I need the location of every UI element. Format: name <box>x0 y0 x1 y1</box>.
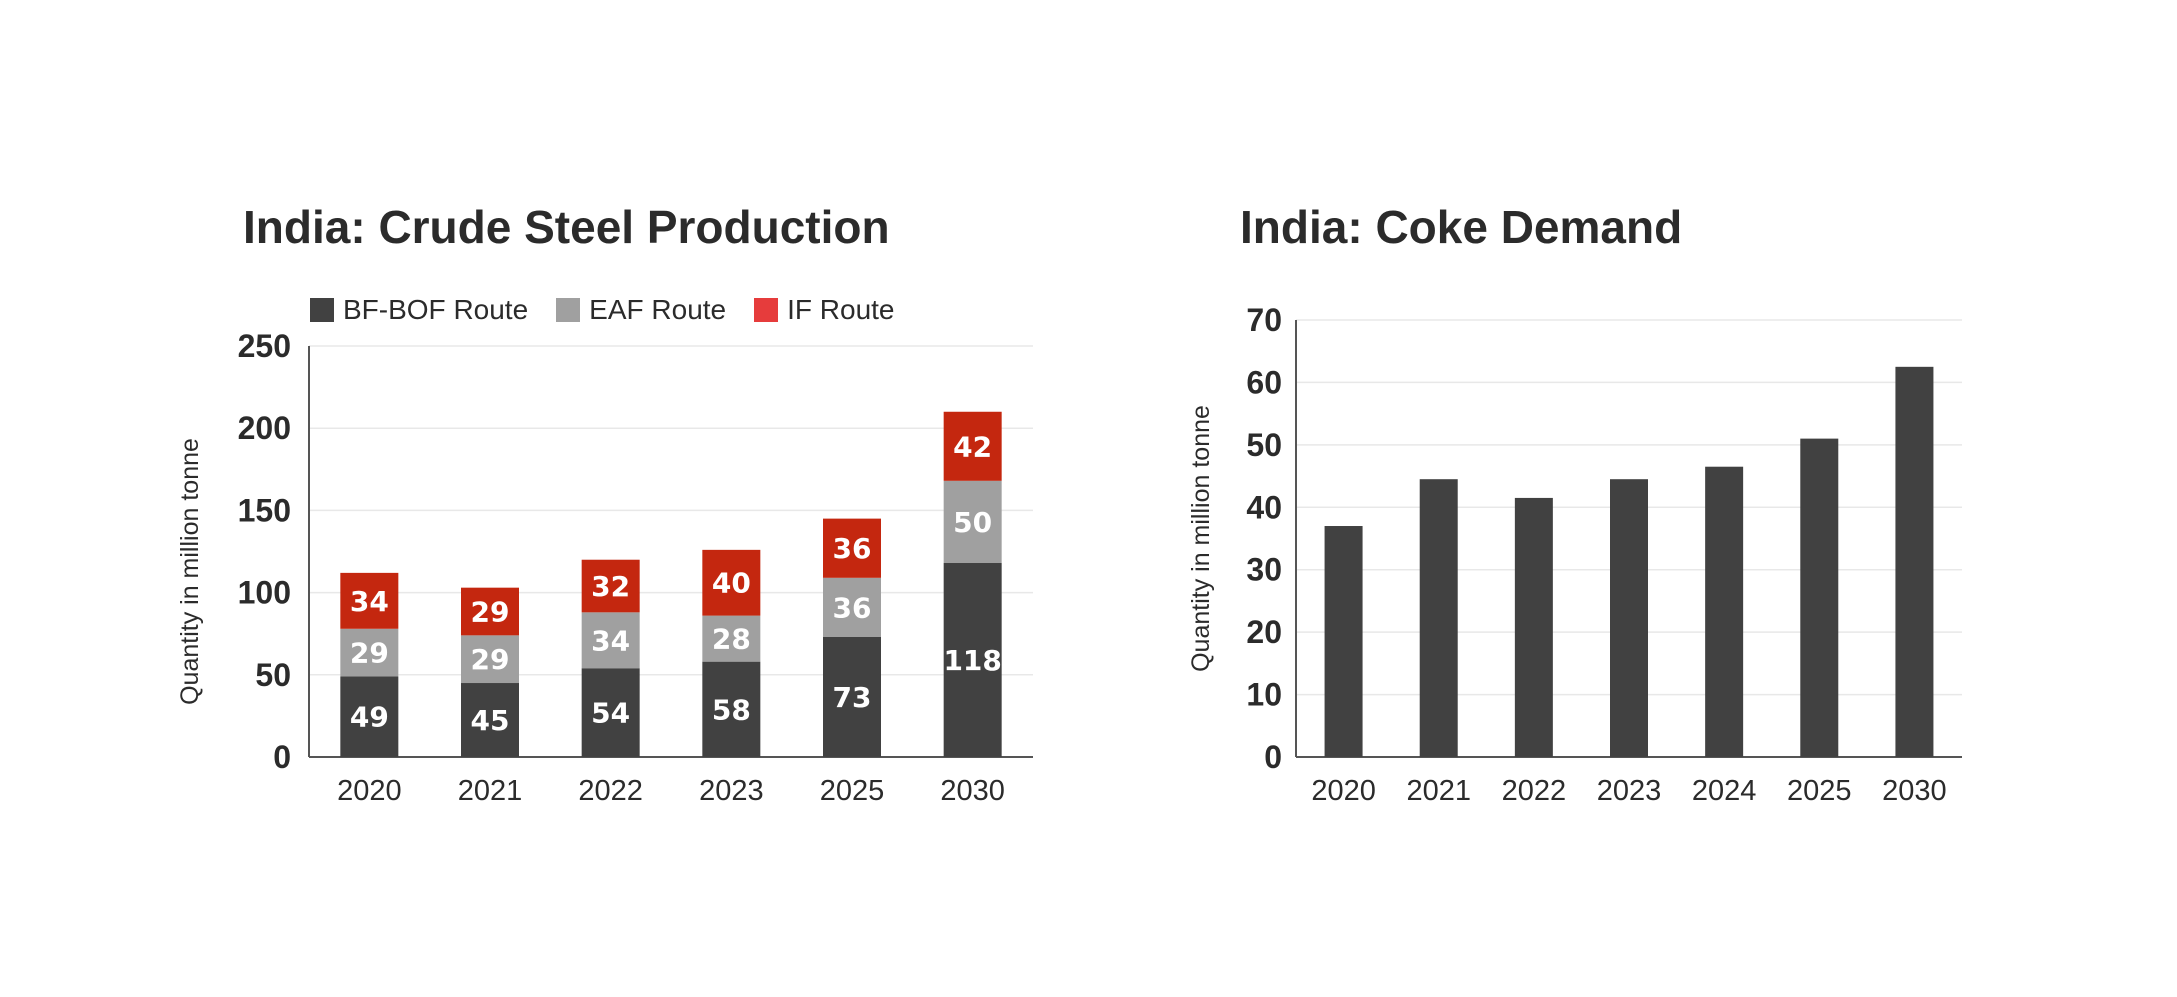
bar-eaf <box>581 612 640 669</box>
bar-coke-demand <box>1800 438 1839 757</box>
data-label: 29 <box>350 637 389 670</box>
legend-label-if: IF Route <box>787 294 895 325</box>
bar-coke-demand <box>1324 526 1363 757</box>
data-label: 29 <box>471 643 510 676</box>
data-label: 45 <box>471 704 510 737</box>
bar-if <box>340 572 399 629</box>
y-tick-label: 30 <box>1246 552 1282 588</box>
bar-bf-bof <box>702 661 761 757</box>
bar-coke-demand <box>1610 479 1648 757</box>
x-tick-label: 2020 <box>337 775 402 807</box>
data-label: 50 <box>953 506 992 539</box>
legend-label-bf-bof: BF-BOF Route <box>343 294 529 325</box>
bar-bf-bof <box>461 683 519 757</box>
bar-eaf <box>702 615 761 662</box>
x-tick-label: 2020 <box>1311 775 1376 807</box>
y-tick-label: 200 <box>238 410 291 446</box>
y-tick-label: 0 <box>273 739 291 775</box>
bar-if <box>581 559 640 613</box>
y-tick-label: 20 <box>1246 614 1282 650</box>
x-tick-label: 2030 <box>1882 775 1947 807</box>
bar-eaf <box>461 635 519 684</box>
data-label: 118 <box>943 644 1001 677</box>
legend-item-bf-bof: BF-BOF Route <box>310 294 528 326</box>
y-tick-label: 10 <box>1246 677 1282 713</box>
bar-if <box>823 518 881 578</box>
data-label: 29 <box>471 596 510 629</box>
x-tick-label: 2025 <box>820 775 885 807</box>
steel-chart-title: India: Crude Steel Production <box>243 201 890 253</box>
legend-item-if: IF Route <box>754 294 895 326</box>
y-tick-label: 0 <box>1264 739 1282 775</box>
data-label: 42 <box>953 430 992 463</box>
y-tick-label: 60 <box>1246 364 1282 400</box>
bar-coke-demand <box>1705 466 1744 757</box>
bar-if <box>943 411 1002 481</box>
x-tick-label: 2025 <box>1787 775 1852 807</box>
legend-swatch-eaf <box>556 298 581 322</box>
bar-if <box>461 587 519 636</box>
bar-coke-demand <box>1514 497 1553 757</box>
x-tick-label: 2022 <box>578 775 643 807</box>
data-label: 36 <box>833 591 872 624</box>
legend-item-eaf: EAF Route <box>556 294 726 326</box>
y-tick-label: 50 <box>255 657 291 693</box>
data-label: 58 <box>712 693 751 726</box>
x-tick-label: 2023 <box>699 775 764 807</box>
steel-chart-legend: BF-BOF Route EAF Route IF Route <box>310 294 923 326</box>
data-label: 34 <box>591 624 630 657</box>
y-tick-label: 250 <box>238 328 291 364</box>
bar-bf-bof <box>340 676 399 757</box>
steel-production-chart: 0 50 100 150 200 250 Quantity in million tonne… <box>176 328 1033 807</box>
legend-swatch-if <box>754 298 779 322</box>
bar-if <box>702 549 761 616</box>
y-axis-title: Quantity in million tonne <box>176 438 204 705</box>
bar-eaf <box>943 480 1002 564</box>
y-tick-label: 50 <box>1246 427 1282 463</box>
data-label: 32 <box>591 570 630 603</box>
legend-label-eaf: EAF Route <box>589 294 727 325</box>
x-tick-label: 2022 <box>1502 775 1567 807</box>
coke-chart-title: India: Coke Demand <box>1240 201 1683 253</box>
y-tick-label: 70 <box>1246 302 1282 338</box>
data-label: 73 <box>833 681 872 714</box>
data-label: 40 <box>712 567 751 600</box>
bar-eaf <box>340 628 399 677</box>
x-tick-label: 2023 <box>1597 775 1662 807</box>
data-label: 54 <box>591 697 630 730</box>
y-tick-label: 150 <box>238 492 291 528</box>
y-tick-label: 40 <box>1246 489 1282 525</box>
bar-bf-bof <box>943 563 1002 757</box>
x-tick-label: 2021 <box>1406 775 1471 807</box>
y-axis-title: Quantity in million tonne <box>1187 405 1215 672</box>
x-tick-label: 2024 <box>1692 775 1757 807</box>
x-tick-label: 2021 <box>458 775 523 807</box>
data-label: 49 <box>350 701 389 734</box>
bar-bf-bof <box>581 668 640 757</box>
x-tick-label: 2030 <box>940 775 1005 807</box>
legend-swatch-bf-bof <box>310 298 334 322</box>
data-label: 34 <box>350 585 389 618</box>
y-tick-label: 100 <box>238 575 291 611</box>
bar-coke-demand <box>1895 366 1934 757</box>
bar-coke-demand <box>1419 479 1458 757</box>
data-label: 28 <box>712 623 751 656</box>
bar-eaf <box>823 577 881 637</box>
bar-bf-bof <box>823 636 881 757</box>
data-label: 36 <box>833 532 872 565</box>
